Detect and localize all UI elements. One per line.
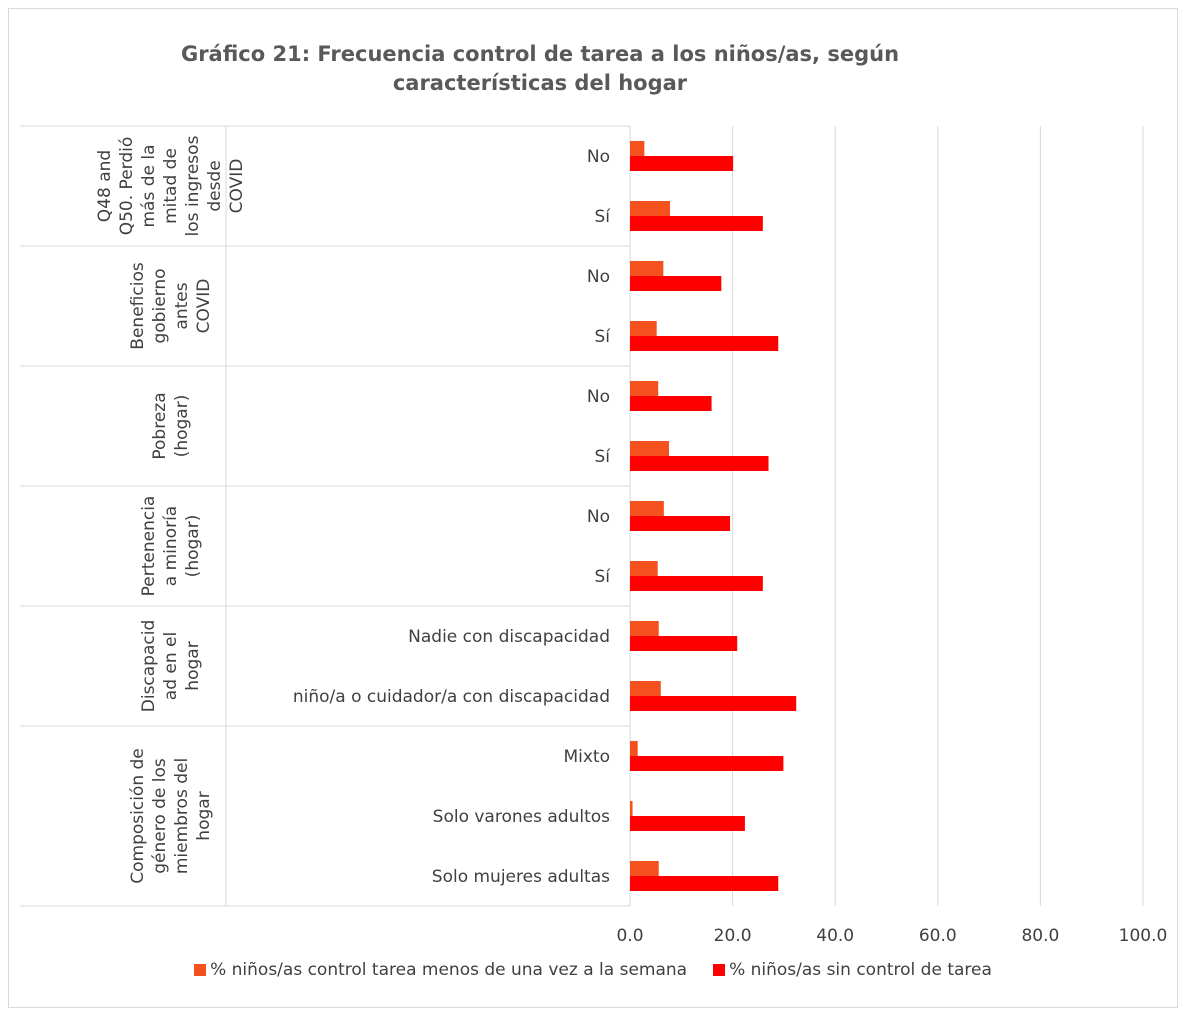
group-label-line: Q48 and [95,150,115,222]
bar-series-2 [630,156,734,171]
x-tick-label: 100.0 [1119,926,1168,946]
bar-series-2 [630,576,763,591]
group-label: Q48 and Q50. Perdió más de la mitad de los i… [95,135,247,236]
category-label: No [587,387,610,407]
bar-series-2 [630,396,712,411]
bar-series-2 [630,216,763,231]
chart-title: Gráfico 21: Frecuencia control de tarea … [100,40,980,98]
bar-series-1 [630,321,657,336]
group-label-line: Pobreza [150,392,170,459]
bar-series-2 [630,816,745,831]
bar-series-1 [630,201,671,216]
category-label: Sí [594,207,611,227]
category-label: Solo varones adultos [433,807,610,827]
category-label: Sí [594,567,611,587]
group-label: Pobreza (hogar) [150,392,192,459]
group-label-line: (hogar) [183,515,203,578]
group-label-line: género de los [150,758,170,874]
group-label-line: más de la [139,144,159,227]
category-label: Mixto [563,747,610,767]
x-tick-label: 80.0 [1021,926,1059,946]
bar-series-1 [630,261,664,276]
bar-series-1 [630,861,659,876]
group-label-line: antes [172,282,192,329]
group-label: Beneficios gobierno antes COVID [128,262,214,350]
group-label-line: ad en el [161,632,181,700]
category-label: No [587,267,610,287]
group-label-line: COVID [194,279,214,334]
legend-item-series-2: % niños/as sin control de tarea [713,960,992,980]
bar-series-1 [630,621,659,636]
bar-series-1 [630,801,633,816]
category-label: No [587,507,610,527]
group-label-line: Pertenencia [139,496,159,597]
bar-series-2 [630,336,779,351]
category-label: Solo mujeres adultas [432,867,610,887]
x-tick-label: 40.0 [816,926,854,946]
group-label-line: los ingresos [183,135,203,236]
group-label-line: mitad de [161,148,181,224]
group-label-line: Q50. Perdió [117,137,137,236]
bar-series-2 [630,756,784,771]
legend-swatch-series-2 [713,964,726,976]
bar-series-1 [630,441,669,456]
bar-series-1 [630,741,638,756]
category-label: niño/a o cuidador/a con discapacidad [293,687,610,707]
group-label-line: Discapacid [139,620,159,713]
bar-series-1 [630,681,661,696]
bar-series-2 [630,276,722,291]
bar-series-1 [630,141,645,156]
legend-item-series-1: % niños/as control tarea menos de una ve… [194,960,687,980]
bar-series-1 [630,561,658,576]
group-label-line: hogar [194,791,214,840]
group-label-line: Beneficios [128,262,148,350]
group-label-line: miembros del [172,758,192,874]
legend-label-series-1: % niños/as control tarea menos de una ve… [210,960,688,980]
bar-series-2 [630,516,731,531]
group-label: Composición de género de los miembros del h… [128,748,214,884]
group-label-line: (hogar) [172,395,192,458]
category-label: Sí [594,447,611,467]
category-label: Nadie con discapacidad [408,627,610,647]
group-label-line: COVID [227,159,247,214]
x-tick-label: 20.0 [714,926,752,946]
group-label-line: a minoría [161,506,181,586]
bar-series-1 [630,381,659,396]
category-label: No [587,147,610,167]
group-label-line: hogar [183,641,203,690]
group-label-line: desde [205,160,225,211]
group-label-line: Composición de [128,748,148,884]
chart-frame [8,8,1178,1008]
chart-legend: % niños/as control tarea menos de una ve… [0,960,1186,980]
legend-swatch-series-1 [194,964,207,976]
x-tick-label: 0.0 [616,926,643,946]
group-label: Pertenencia a minoría (hogar) [139,496,203,597]
bar-series-2 [630,696,797,711]
chart-title-line-2: características del hogar [392,71,688,95]
group-label: Discapacid ad en el hogar [139,620,203,713]
bar-series-1 [630,501,664,516]
bar-series-2 [630,876,779,891]
bar-series-2 [630,456,769,471]
bar-series-2 [630,636,738,651]
category-label: Sí [594,327,611,347]
group-label-line: gobierno [150,268,170,343]
legend-label-series-2: % niños/as sin control de tarea [729,960,992,980]
x-tick-label: 60.0 [919,926,957,946]
chart-title-line-1: Gráfico 21: Frecuencia control de tarea … [180,42,900,66]
